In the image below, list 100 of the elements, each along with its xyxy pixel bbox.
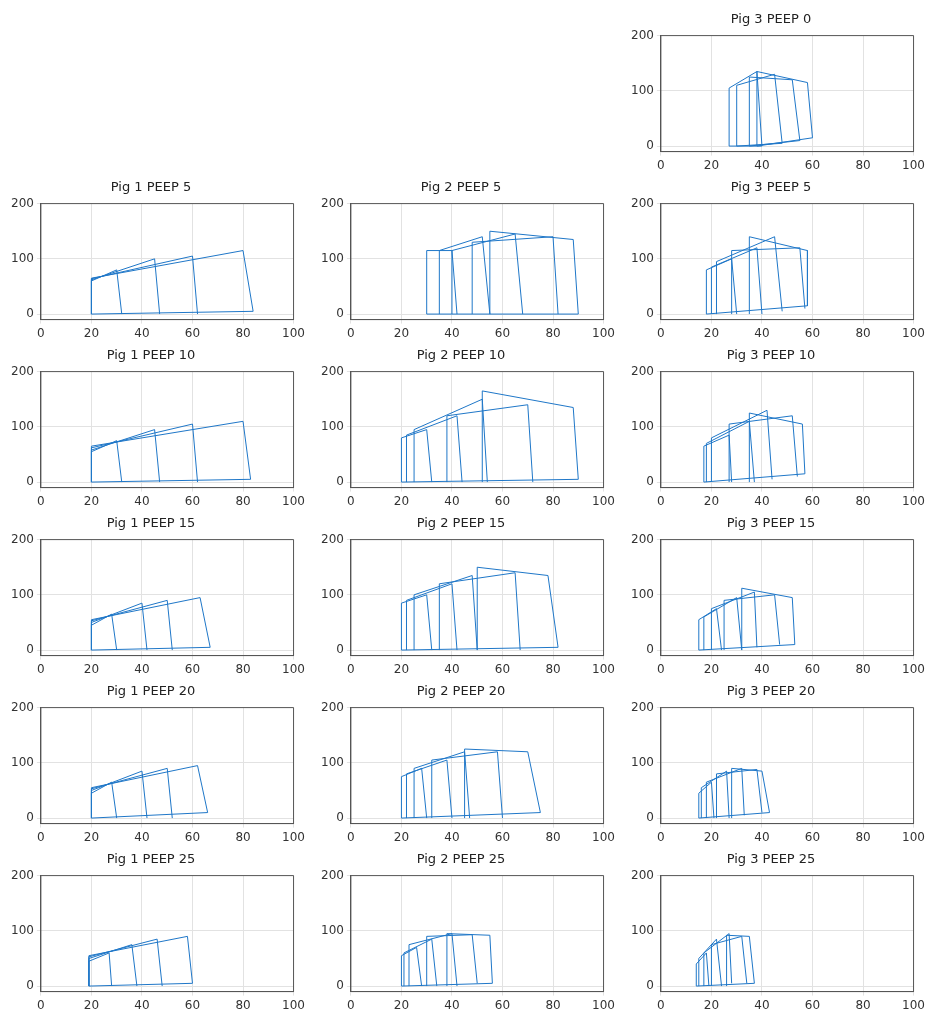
x-tick-label: 40 xyxy=(754,493,770,508)
x-tick-label: 80 xyxy=(545,661,561,676)
x-tick-label: 80 xyxy=(235,493,251,508)
x-tick-label: 100 xyxy=(282,829,305,844)
x-tick-label: 0 xyxy=(657,493,665,508)
x-tick-label: 0 xyxy=(657,997,665,1009)
x-tick-label: 80 xyxy=(545,997,561,1009)
x-tick-label: 40 xyxy=(754,157,770,172)
y-tick-label: 0 xyxy=(336,978,344,993)
x-tick-label: 60 xyxy=(184,325,201,340)
x-tick-label: 80 xyxy=(855,829,871,844)
x-tick-label: 60 xyxy=(494,325,511,340)
chart-title: Pig 3 PEEP 20 xyxy=(726,683,816,699)
chart-title: Pig 1 PEEP 5 xyxy=(110,179,192,195)
y-tick-label: 200 xyxy=(631,195,654,210)
chart-title: Pig 2 PEEP 10 xyxy=(416,347,506,363)
x-tick-label: 0 xyxy=(37,997,45,1009)
x-tick-label: 40 xyxy=(754,325,770,340)
x-tick-label: 20 xyxy=(83,661,100,676)
x-tick-label: 60 xyxy=(804,493,821,508)
x-tick-label: 60 xyxy=(804,325,821,340)
x-tick-label: 60 xyxy=(494,997,511,1009)
y-tick-label: 0 xyxy=(646,306,654,321)
x-tick-label: 0 xyxy=(37,829,45,844)
y-tick-label: 100 xyxy=(631,922,654,937)
y-tick-label: 100 xyxy=(11,418,34,433)
chart-title: Pig 1 PEEP 25 xyxy=(106,851,196,867)
x-tick-label: 100 xyxy=(902,661,925,676)
x-tick-label: 40 xyxy=(134,325,150,340)
x-tick-label: 20 xyxy=(393,325,410,340)
chart-title: Pig 1 PEEP 15 xyxy=(106,515,196,531)
x-tick-label: 100 xyxy=(592,997,615,1009)
x-tick-label: 40 xyxy=(754,829,770,844)
chart-title: Pig 3 PEEP 5 xyxy=(730,179,812,195)
y-tick-label: 0 xyxy=(646,978,654,993)
x-tick-label: 0 xyxy=(657,157,665,172)
x-tick-label: 80 xyxy=(855,325,871,340)
x-tick-label: 60 xyxy=(804,661,821,676)
x-tick-label: 60 xyxy=(494,829,511,844)
x-tick-label: 80 xyxy=(855,157,871,172)
y-tick-label: 200 xyxy=(11,699,34,714)
x-tick-label: 0 xyxy=(37,493,45,508)
y-tick-label: 0 xyxy=(646,810,654,825)
y-tick-label: 200 xyxy=(11,363,34,378)
x-tick-label: 20 xyxy=(83,493,100,508)
x-tick-label: 60 xyxy=(494,493,511,508)
x-tick-label: 80 xyxy=(235,829,251,844)
y-tick-label: 0 xyxy=(26,978,34,993)
x-tick-label: 20 xyxy=(703,997,720,1009)
chart-title: Pig 3 PEEP 10 xyxy=(726,347,816,363)
x-tick-label: 100 xyxy=(282,997,305,1009)
y-tick-label: 0 xyxy=(336,810,344,825)
x-tick-label: 0 xyxy=(37,661,45,676)
y-tick-label: 100 xyxy=(631,586,654,601)
chart-title: Pig 2 PEEP 15 xyxy=(416,515,506,531)
x-tick-label: 60 xyxy=(184,661,201,676)
x-tick-label: 40 xyxy=(134,493,150,508)
y-tick-label: 100 xyxy=(631,250,654,265)
x-tick-label: 40 xyxy=(444,493,460,508)
x-tick-label: 20 xyxy=(393,829,410,844)
y-tick-label: 100 xyxy=(631,418,654,433)
chart-title: Pig 1 PEEP 10 xyxy=(106,347,196,363)
x-tick-label: 0 xyxy=(347,661,355,676)
y-tick-label: 0 xyxy=(336,642,344,657)
x-tick-label: 0 xyxy=(347,829,355,844)
x-tick-label: 60 xyxy=(184,493,201,508)
y-tick-label: 0 xyxy=(26,810,34,825)
x-tick-label: 100 xyxy=(282,325,305,340)
y-tick-label: 200 xyxy=(631,867,654,882)
x-tick-label: 60 xyxy=(184,829,201,844)
x-tick-label: 100 xyxy=(902,493,925,508)
x-tick-label: 0 xyxy=(657,829,665,844)
x-tick-label: 80 xyxy=(545,325,561,340)
x-tick-label: 80 xyxy=(545,829,561,844)
y-tick-label: 200 xyxy=(321,363,344,378)
x-tick-label: 20 xyxy=(393,997,410,1009)
x-tick-label: 100 xyxy=(592,493,615,508)
y-tick-label: 200 xyxy=(631,699,654,714)
y-tick-label: 0 xyxy=(646,642,654,657)
x-tick-label: 100 xyxy=(282,661,305,676)
y-tick-label: 100 xyxy=(11,754,34,769)
y-tick-label: 100 xyxy=(11,250,34,265)
x-tick-label: 20 xyxy=(83,829,100,844)
y-tick-label: 200 xyxy=(11,195,34,210)
y-tick-label: 100 xyxy=(11,922,34,937)
y-tick-label: 100 xyxy=(11,586,34,601)
y-tick-label: 200 xyxy=(631,531,654,546)
y-tick-label: 200 xyxy=(321,531,344,546)
y-tick-label: 100 xyxy=(631,754,654,769)
x-tick-label: 60 xyxy=(494,661,511,676)
x-tick-label: 40 xyxy=(444,829,460,844)
y-tick-label: 100 xyxy=(321,250,344,265)
x-tick-label: 40 xyxy=(754,661,770,676)
x-tick-label: 40 xyxy=(754,997,770,1009)
y-tick-label: 200 xyxy=(321,699,344,714)
x-tick-label: 100 xyxy=(902,325,925,340)
x-tick-label: 20 xyxy=(703,493,720,508)
x-tick-label: 60 xyxy=(804,157,821,172)
y-tick-label: 200 xyxy=(11,531,34,546)
chart-title: Pig 3 PEEP 25 xyxy=(726,851,816,867)
